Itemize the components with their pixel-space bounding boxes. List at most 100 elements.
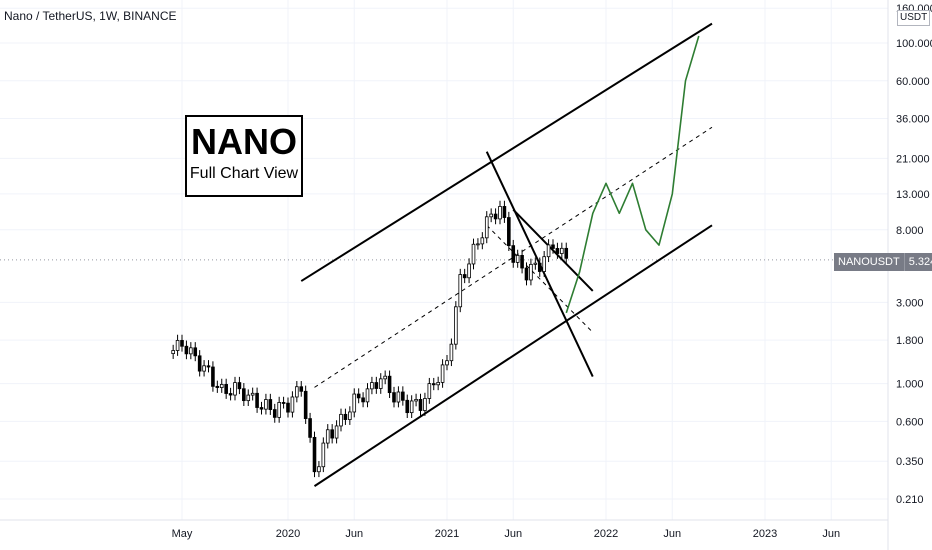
candle-body (387, 375, 392, 394)
candle-body (321, 442, 326, 468)
candle-body (290, 396, 295, 413)
candle-body (555, 248, 560, 254)
candle-body (317, 466, 321, 473)
candle-body (405, 399, 410, 414)
annotation-box: NANO Full Chart View (185, 115, 303, 197)
candle-body (431, 383, 436, 386)
candle-body (334, 425, 339, 439)
candle-body (546, 244, 551, 258)
y-tick-label: 0.350 (896, 456, 924, 468)
candle-body (378, 378, 383, 389)
candle-body (325, 429, 330, 444)
candle-body (520, 255, 524, 269)
candle-body (511, 245, 516, 263)
candle-body (286, 402, 290, 413)
candle-body (281, 402, 286, 404)
candle-body (237, 382, 242, 390)
candle-body (264, 399, 268, 410)
y-tick-label: 36.000 (896, 114, 930, 126)
projection-line (565, 35, 700, 314)
annotation-title: NANO (191, 121, 297, 162)
candle-body (189, 347, 193, 355)
candle-body (392, 392, 396, 403)
annotation-subtitle: Full Chart View (189, 165, 299, 182)
x-tick-label: May (172, 528, 193, 540)
x-tick-label: 2021 (435, 528, 459, 540)
y-tick-label: 0.210 (896, 494, 924, 506)
candle-body (339, 413, 343, 427)
candle-body (502, 206, 507, 218)
candle-body (489, 213, 493, 218)
channel-lower-line (313, 224, 713, 487)
time-axis: May 2020 Jun 2021 Jun 2022 Jun 2023 Jun (0, 519, 888, 540)
candle-body (480, 237, 485, 245)
y-tick-label: 1.800 (896, 335, 924, 347)
candle-body (396, 391, 401, 403)
candle-body (352, 393, 357, 413)
candle-body (202, 365, 206, 372)
price-candles (171, 200, 569, 478)
current-price-label: NANOUSDT 5.324 (834, 253, 932, 271)
x-tick-label: Jun (345, 528, 363, 540)
candle-body (471, 243, 476, 265)
candle-body (529, 263, 533, 281)
y-tick-label: 13.000 (896, 189, 930, 201)
candle-body (414, 399, 418, 402)
candle-body (295, 386, 299, 398)
price-axis: 160.000100.00060.00036.00021.00013.0008.… (887, 0, 932, 550)
candle-body (365, 388, 370, 403)
unit-label[interactable]: USDT (897, 10, 931, 26)
candle-body (277, 402, 281, 418)
y-tick-label: 60.000 (896, 76, 930, 88)
candle-body (356, 393, 361, 399)
x-tick-label: Jun (663, 528, 681, 540)
candle-body (507, 217, 511, 247)
candle-body (246, 394, 251, 402)
candle-body (493, 213, 498, 220)
candle-body (259, 407, 264, 410)
candle-body (242, 388, 246, 402)
candle-body (193, 347, 198, 357)
candle-body (219, 384, 224, 388)
candle-body (462, 274, 467, 279)
candle-body (476, 243, 480, 246)
candle-body (224, 384, 228, 394)
candle-body (467, 263, 471, 279)
candle-body (308, 418, 312, 438)
current-price-value: 5.324 (903, 253, 932, 271)
channel-midline (314, 126, 713, 388)
channel-upper-line (300, 22, 713, 282)
candle-body (564, 247, 569, 259)
candle-body (330, 429, 334, 439)
x-tick-label: Jun (504, 528, 522, 540)
correction-midline (486, 224, 594, 333)
y-tick-label: 21.000 (896, 153, 930, 165)
y-tick-label: 1.000 (896, 379, 924, 391)
candle-body (299, 386, 304, 392)
candle-body (484, 216, 489, 239)
candle-body (537, 262, 542, 272)
candle-body (268, 399, 273, 410)
candle-body (427, 383, 432, 399)
x-tick-label: 2020 (276, 528, 300, 540)
y-tick-label: 0.600 (896, 416, 924, 428)
candle-body (180, 340, 184, 347)
grid (0, 0, 888, 520)
candle-body (560, 247, 564, 254)
x-tick-label: 2022 (594, 528, 618, 540)
candle-body (312, 436, 317, 473)
candle-body (440, 364, 445, 383)
candle-body (206, 365, 211, 368)
trend-channel (300, 22, 713, 487)
y-tick-label: 100.000 (896, 38, 932, 50)
candle-body (436, 381, 440, 386)
candle-body (272, 409, 277, 418)
candle-body (533, 262, 538, 265)
candle-body (255, 392, 259, 408)
candle-body (348, 411, 352, 420)
candle-body (175, 340, 180, 351)
candle-body (383, 375, 387, 380)
candle-body (233, 382, 237, 396)
candle-body (343, 413, 348, 420)
